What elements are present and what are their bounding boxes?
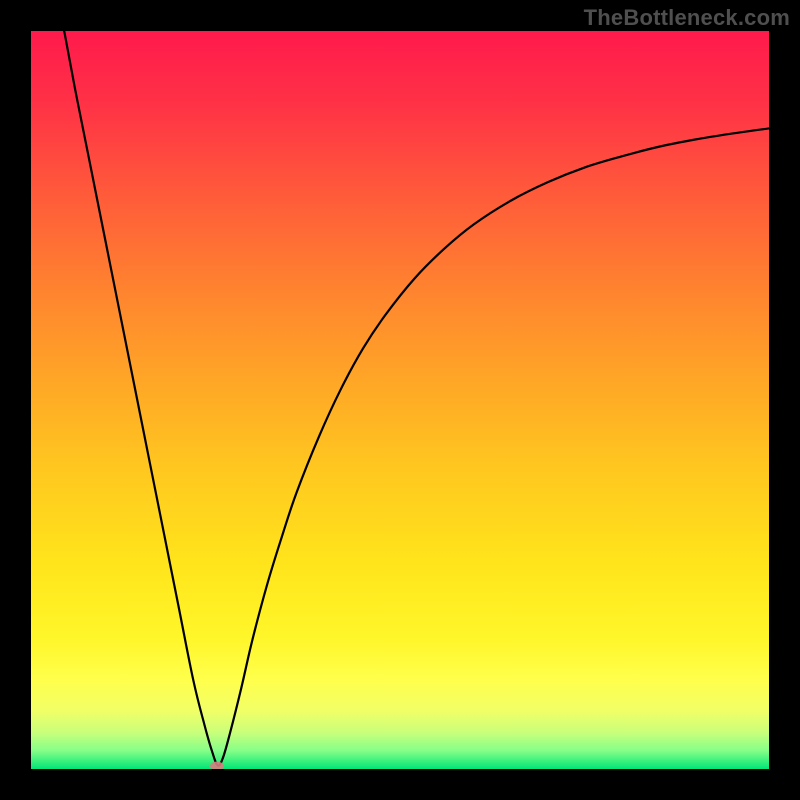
plot-area	[31, 31, 769, 769]
watermark-text: TheBottleneck.com	[584, 5, 790, 31]
chart-svg	[31, 31, 769, 769]
gradient-background	[31, 31, 769, 769]
outer-frame: TheBottleneck.com	[0, 0, 800, 800]
